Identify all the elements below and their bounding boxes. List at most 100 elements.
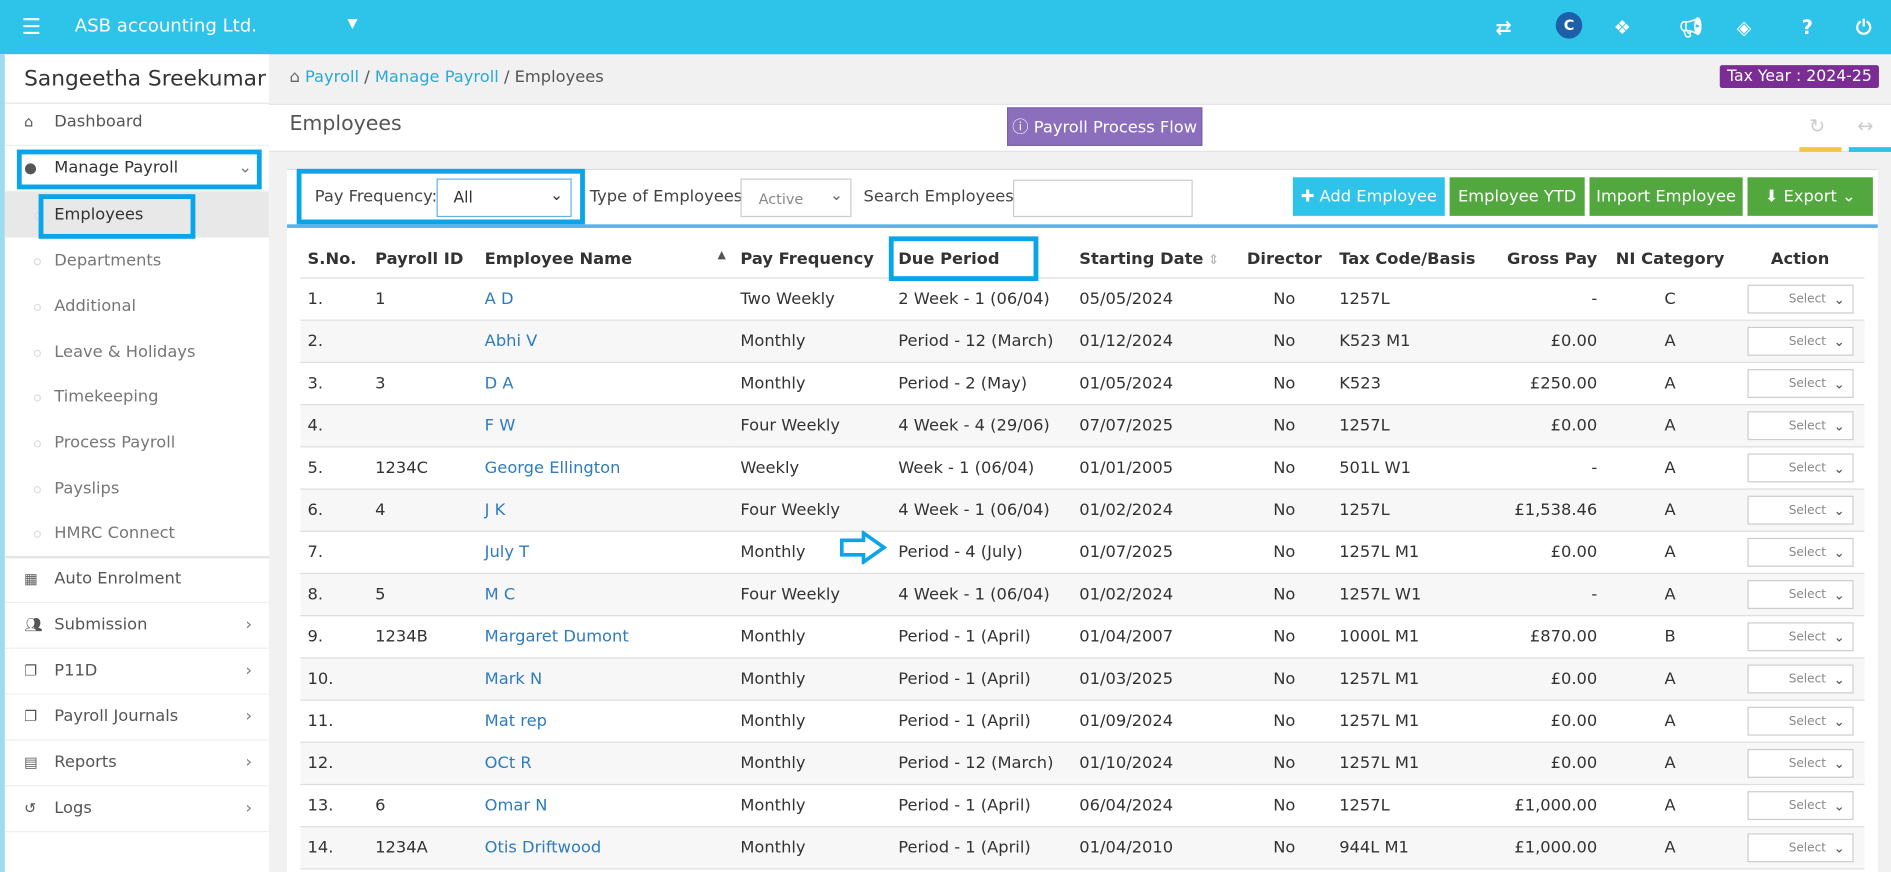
company-name[interactable]: ASB accounting Ltd. [74,14,257,37]
table-cell: 8. [300,573,368,617]
help-icon[interactable]: ? [1801,15,1813,39]
employee-name-link[interactable]: A D [484,289,514,309]
action-select[interactable]: Select ⌄ [1747,706,1854,736]
ticket-icon[interactable]: ◈ [1736,15,1752,39]
chevron-down-icon: ⌄ [238,157,253,178]
action-select[interactable]: Select ⌄ [1747,537,1854,567]
table-cell: 05/05/2024 [1072,277,1237,321]
menu-icon[interactable]: ☰ [21,14,42,40]
sidebar: ⌂ Dashboard ● Manage Payroll ⌄ Employees De… [0,54,269,872]
power-icon[interactable]: ⏻ [1856,15,1872,39]
action-select[interactable]: Select ⌄ [1747,284,1854,314]
employee-name-link[interactable]: J K [484,500,506,520]
sidebar-item-p11d[interactable]: ❐ P11D › [4,649,269,695]
switch-icon[interactable]: ⇄ [1495,15,1512,39]
sidebar-item-reports[interactable]: ▤ Reports › [4,740,269,787]
sidebar-item-logs[interactable]: ↺ Logs › [4,786,269,833]
sidebar-sub-timekeeping[interactable]: Timekeeping [5,374,269,420]
table-cell: No [1236,784,1332,828]
action-select[interactable]: Select ⌄ [1747,495,1854,525]
action-select[interactable]: Select ⌄ [1747,791,1854,821]
copy-icon: ❐ [24,707,38,725]
table-cell: Period - 1 (April) [891,657,1073,701]
employee-name-link[interactable]: F W [484,416,516,436]
action-select[interactable]: Select ⌄ [1747,664,1854,694]
export-button[interactable]: ⬇ Export ⌄ [1747,177,1873,216]
employee-name-link[interactable]: July T [484,542,530,562]
table-row: 6. 4 J K Four Weekly 4 Week - 1 (06/04) 01/02… [300,489,1865,532]
sidebar-sub-departments[interactable]: Departments [5,238,269,284]
payroll-process-flow-button[interactable]: ⓘ Payroll Process Flow [1007,107,1203,146]
sidebar-item-submission[interactable]: 👥︎ Submission › [4,603,269,649]
sidebar-sub-process-payroll[interactable]: Process Payroll [5,420,269,466]
grid-icon: ▦ [24,570,38,588]
column-header[interactable]: Gross Pay [1492,239,1605,279]
company-dropdown-icon[interactable]: ▼ [347,15,358,32]
action-select[interactable]: Select ⌄ [1747,369,1854,398]
action-select[interactable]: Select ⌄ [1747,580,1854,610]
table-cell: 1. [300,277,368,321]
column-header[interactable]: Payroll ID [367,239,478,279]
action-select[interactable]: Select ⌄ [1747,833,1854,863]
sidebar-item-manage-payroll[interactable]: ● Manage Payroll ⌄ [4,146,269,192]
home-icon[interactable]: ⌂ [289,67,300,87]
sidebar-sub-hmrc-connect[interactable]: HMRC Connect [5,510,269,556]
pay-frequency-select[interactable]: All ⌄ [436,178,572,218]
table-cell: No [1236,742,1332,786]
sidebar-item-payroll-journals[interactable]: ❐ Payroll Journals › [4,695,269,741]
table-cell: A [1604,826,1736,870]
employee-name-link[interactable]: Abhi V [484,331,538,351]
sort-asc-icon[interactable]: ▲ [717,249,726,262]
search-employees-input[interactable] [1013,179,1193,218]
employee-name-link[interactable]: OCt R [484,753,532,774]
column-header[interactable]: Action [1735,239,1865,279]
c-logo-icon[interactable]: C [1555,12,1583,39]
employee-name-link[interactable]: Mark N [484,669,543,689]
refresh-icon[interactable]: ↻ [1809,114,1826,138]
sidebar-sub-employees[interactable]: Employees [4,191,269,238]
column-header[interactable]: Due Period [891,239,1073,279]
action-select[interactable]: Select ⌄ [1747,453,1854,483]
table-cell: £870.00 [1492,615,1605,659]
column-header[interactable]: Director [1236,239,1332,279]
employee-name-link[interactable]: Margaret Dumont [484,627,629,647]
employee-ytd-button[interactable]: Employee YTD [1449,177,1585,216]
type-of-employees-select[interactable]: Active ⌄ [740,178,852,218]
table-row: 3. 3 D A Monthly Period - 2 (May) 01/05/2024 N… [300,362,1865,406]
action-select[interactable]: Select ⌄ [1747,748,1854,778]
table-row: 12. OCt R Monthly Period - 12 (March) 01/10/… [300,742,1865,786]
column-header[interactable]: S.No. [300,239,368,279]
breadcrumb-manage-payroll[interactable]: Manage Payroll [374,67,499,87]
action-select[interactable]: Select ⌄ [1747,326,1854,356]
breadcrumb-payroll[interactable]: Payroll [304,67,360,87]
column-header[interactable]: NI Category [1604,239,1736,279]
chevron-down-icon: ⌄ [1833,671,1845,688]
employee-name-link[interactable]: Omar N [484,795,548,816]
column-header[interactable]: Starting Date ⇕ [1072,239,1237,279]
table-cell: 01/09/2024 [1072,700,1237,743]
sidebar-item-dashboard[interactable]: ⌂ Dashboard [4,100,269,146]
bullhorn-icon[interactable]: 📢︎ [1678,15,1704,39]
column-header[interactable]: Tax Code/Basis [1331,239,1493,279]
employee-name-link[interactable]: George Ellington [484,458,621,478]
sort-icon[interactable]: ⇕ [1203,251,1220,268]
import-employee-button[interactable]: Import Employee [1589,177,1743,216]
column-header[interactable]: Pay Frequency [733,239,892,279]
sidebar-sub-payslips[interactable]: Payslips [5,466,269,512]
employee-name-link[interactable]: D A [484,373,514,394]
sidebar-sub-leave[interactable]: Leave & Holidays [5,329,269,375]
table-cell: Monthly [733,657,892,701]
sidebar-sub-additional[interactable]: Additional [5,283,269,329]
employee-name-link[interactable]: M C [484,584,516,605]
employee-name-link[interactable]: Otis Driftwood [484,838,602,858]
add-employee-button[interactable]: ✚ Add Employee [1292,177,1445,216]
action-select[interactable]: Select ⌄ [1747,411,1854,441]
cubes-icon[interactable]: ❖ [1613,15,1631,39]
table-cell: No [1236,573,1332,617]
sidebar-item-auto-enrolment[interactable]: ▦ Auto Enrolment [4,557,269,603]
table-cell: No [1236,446,1332,490]
column-header[interactable]: Employee Name ▲ [477,239,734,279]
action-select[interactable]: Select ⌄ [1747,622,1854,652]
expand-icon[interactable]: ↔ [1857,114,1874,138]
employee-name-link[interactable]: Mat rep [484,711,547,731]
